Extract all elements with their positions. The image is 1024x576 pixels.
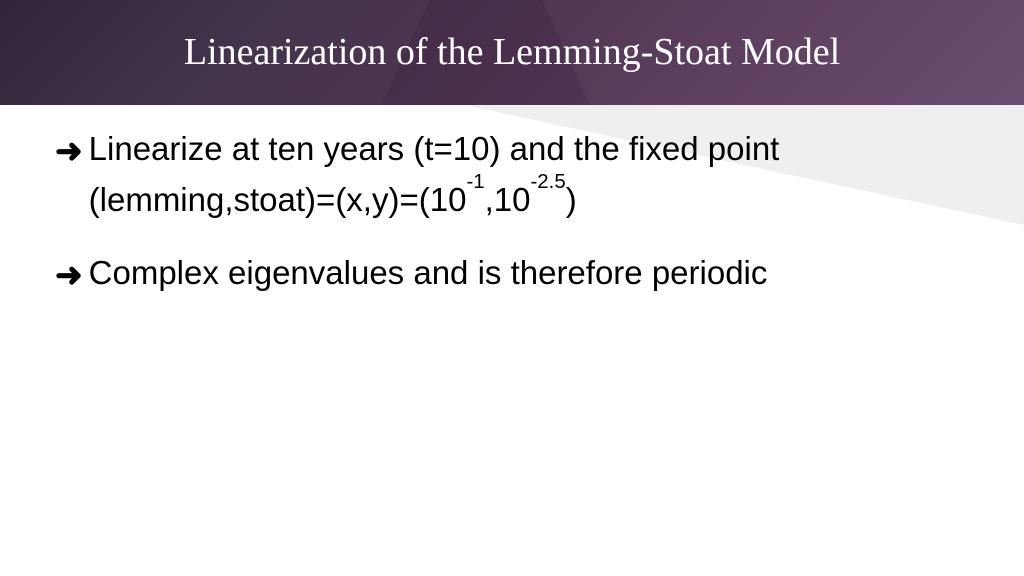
bullet-text: Linearize at ten years (t=10) and the fi… bbox=[89, 123, 984, 225]
slide-title: Linearization of the Lemming-Stoat Model bbox=[184, 30, 840, 76]
bullet-text: Complex eigenvalues and is therefore per… bbox=[89, 247, 984, 298]
title-banner: Linearization of the Lemming-Stoat Model bbox=[0, 0, 1024, 105]
arrow-icon: ➜ bbox=[55, 249, 83, 300]
text-fragment: Linearize at ten years (t=10) and the fi… bbox=[89, 130, 780, 218]
content-area: ➜ Linearize at ten years (t=10) and the … bbox=[0, 105, 1024, 298]
bullet-item: ➜ Linearize at ten years (t=10) and the … bbox=[55, 123, 984, 225]
text-fragment: ) bbox=[566, 181, 577, 218]
superscript: -2.5 bbox=[531, 170, 566, 193]
text-fragment: ,10 bbox=[485, 181, 531, 218]
bullet-item: ➜ Complex eigenvalues and is therefore p… bbox=[55, 247, 984, 298]
slide: Linearization of the Lemming-Stoat Model… bbox=[0, 0, 1024, 576]
superscript: -1 bbox=[466, 170, 484, 193]
arrow-icon: ➜ bbox=[55, 125, 83, 176]
text-fragment: Complex eigenvalues and is therefore per… bbox=[89, 254, 768, 291]
